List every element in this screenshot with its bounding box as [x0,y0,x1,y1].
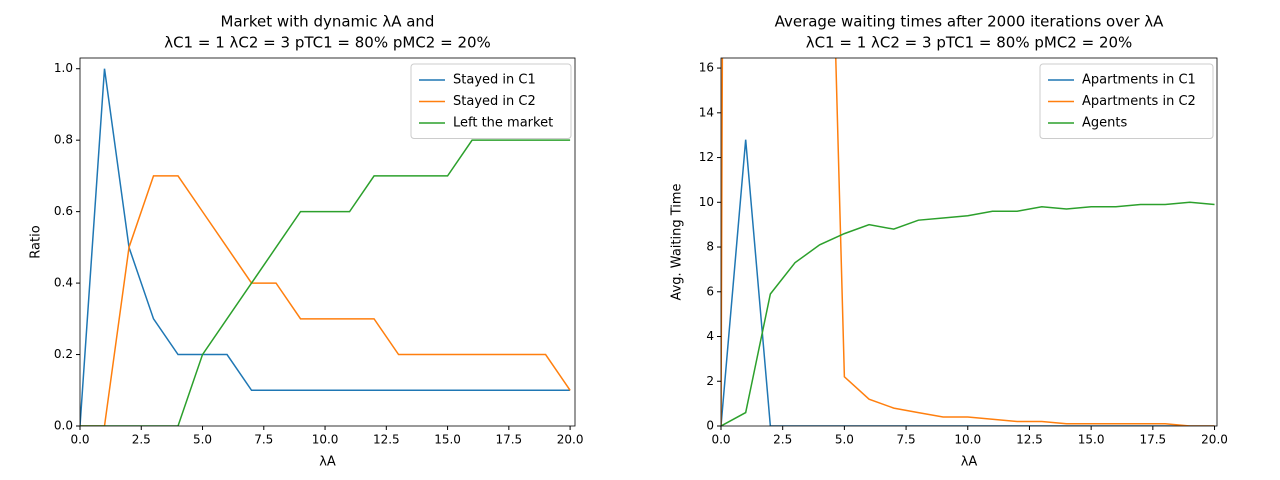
legend-label: Stayed in C1 [453,73,536,88]
series-line [80,175,571,426]
y-tick-label: 0.0 [54,419,73,433]
x-tick-label: 12.5 [1016,433,1043,447]
x-tick-label: 20.0 [557,433,584,447]
y-tick-label: 0 [706,419,714,433]
y-tick-label: 2 [706,374,714,388]
legend-label: Apartments in C2 [1082,94,1196,109]
x-tick-label: 17.5 [1139,433,1166,447]
legend-label: Stayed in C2 [453,94,536,109]
axes-frame [720,57,1218,427]
x-tick-label: 5.0 [193,433,212,447]
x-tick-label: 0.0 [70,433,89,447]
chart-title: λC1 = 1 λC2 = 3 pTC1 = 80% pMC2 = 20% [164,34,491,52]
y-tick-label: 4 [706,329,714,343]
axes-frame [79,57,576,427]
legend-box [1039,63,1214,139]
plot-area [721,58,1215,426]
y-tick-label: 12 [699,150,714,164]
legend-box [410,63,572,139]
x-tick-label: 10.0 [312,433,339,447]
y-tick-label: 0.2 [54,347,73,361]
y-tick-label: 6 [706,284,714,298]
x-tick-label: 15.0 [1078,433,1105,447]
x-tick-label: 7.5 [254,433,273,447]
legend-label: Apartments in C1 [1082,73,1196,88]
legend-label: Left the market [453,116,553,131]
x-tick-label: 17.5 [495,433,522,447]
series-line [721,139,1215,426]
y-tick-label: 8 [706,240,714,254]
y-tick-label: 14 [699,105,714,119]
legend-label: Agents [1082,116,1127,131]
plot-area [80,68,571,426]
x-tick-label: 15.0 [434,433,461,447]
series-line [721,201,1215,426]
x-axis-label: λA [961,455,978,470]
x-tick-label: 20.0 [1201,433,1228,447]
y-axis-label: Ratio [29,225,44,258]
x-tick-label: 7.5 [897,433,916,447]
y-tick-label: 0.8 [54,133,73,147]
y-tick-label: 1.0 [54,61,73,75]
y-tick-label: 0.6 [54,204,73,218]
y-axis-label: Avg. Waiting Time [670,183,685,300]
x-tick-label: 0.0 [711,433,730,447]
x-tick-label: 10.0 [954,433,981,447]
chart-title: Average waiting times after 2000 iterati… [775,13,1165,31]
x-axis-label: λA [319,455,336,470]
series-line [80,68,571,426]
chart-title: Market with dynamic λA and [221,13,435,31]
y-tick-label: 10 [699,195,714,209]
y-tick-label: 0.4 [54,276,73,290]
x-tick-label: 2.5 [132,433,151,447]
y-tick-label: 16 [699,61,714,75]
x-tick-label: 12.5 [373,433,400,447]
chart-title: λC1 = 1 λC2 = 3 pTC1 = 80% pMC2 = 20% [806,34,1133,52]
series-line [80,139,571,426]
series-line [721,58,1215,426]
x-tick-label: 5.0 [835,433,854,447]
x-tick-label: 2.5 [773,433,792,447]
